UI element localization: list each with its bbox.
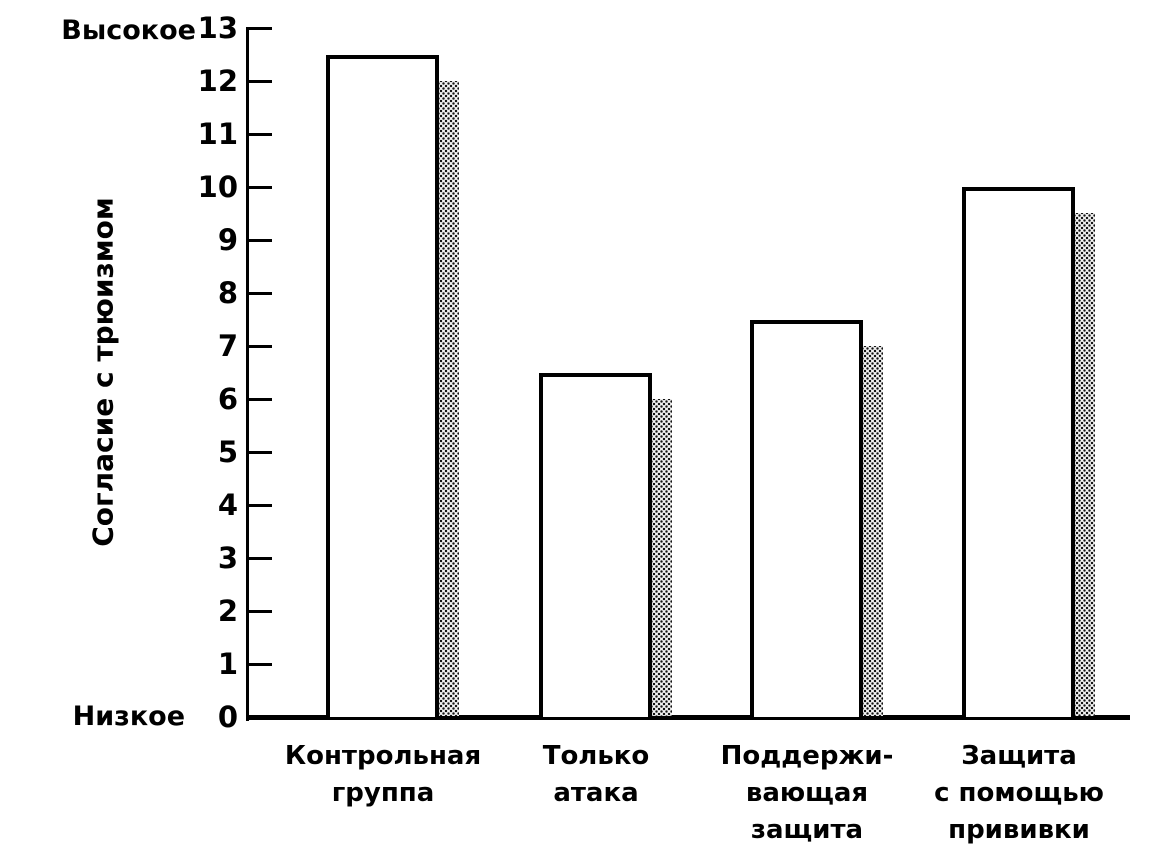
y-tick-label: 5 xyxy=(217,435,238,469)
y-tick xyxy=(246,504,272,507)
y-tick xyxy=(246,186,272,189)
bar xyxy=(539,373,652,717)
y-tick-label: 13 xyxy=(197,11,238,45)
y-tick-label: 4 xyxy=(217,488,238,522)
y-tick-label: 9 xyxy=(217,223,238,257)
y-tick-label: 7 xyxy=(217,329,238,363)
bar xyxy=(750,320,863,717)
y-tick xyxy=(246,27,272,30)
y-axis-title: Согласие с трюизмом xyxy=(86,197,120,547)
bar xyxy=(326,55,439,717)
y-tick-label: 6 xyxy=(217,382,238,416)
y-tick xyxy=(246,716,272,719)
y-tick xyxy=(246,292,272,295)
y-tick-label: 2 xyxy=(217,594,238,628)
y-tick xyxy=(246,610,272,613)
y-tick xyxy=(246,133,272,136)
y-tick-label: 8 xyxy=(217,276,238,310)
y-tick xyxy=(246,663,272,666)
x-category-label: Контрольная группа xyxy=(284,741,482,808)
y-tick-label: 11 xyxy=(197,117,238,151)
x-category-label: Только атака xyxy=(542,741,650,808)
x-axis-line xyxy=(246,715,1130,720)
y-tick-label: 12 xyxy=(197,64,238,98)
bar xyxy=(962,187,1075,717)
y-tick xyxy=(246,80,272,83)
y-tick xyxy=(246,345,272,348)
y-tick xyxy=(246,398,272,401)
y-tick xyxy=(246,557,272,560)
x-category-label: Защита с помощью прививки xyxy=(934,741,1104,845)
y-tick-label: 1 xyxy=(217,647,238,681)
y-axis-line xyxy=(246,28,249,721)
x-category-label: Поддержи- вающая защита xyxy=(720,741,894,845)
y-tick xyxy=(246,239,272,242)
y-tick-label: 3 xyxy=(217,541,238,575)
y-tick-label: 0 xyxy=(217,700,238,734)
y-tick-label: 10 xyxy=(197,170,238,204)
y-tick xyxy=(246,451,272,454)
y-axis-high-label: Высокое xyxy=(61,15,196,46)
y-axis-low-label: Низкое xyxy=(72,701,185,732)
